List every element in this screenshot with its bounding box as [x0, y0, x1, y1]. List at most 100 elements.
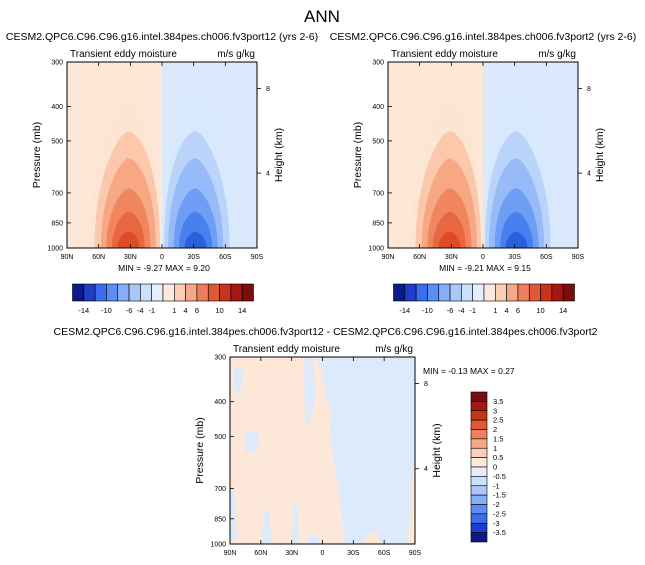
colorbar-box [106, 283, 119, 302]
x-tick-label: 90N [61, 254, 74, 261]
x-tick-label: 30S [187, 254, 200, 261]
colorbar-box [506, 283, 519, 302]
variable-label: Transient eddy moisture [391, 49, 498, 60]
colorbar-label: 6 [195, 306, 199, 315]
colorbar-label: 1 [493, 444, 497, 453]
colorbar-label: 2 [493, 425, 497, 434]
colorbar-label: -14 [78, 306, 89, 315]
y-tick-label: 700 [51, 190, 63, 197]
y-axis-label: Pressure (mb) [31, 122, 43, 189]
y-right-tick-label: 8 [587, 86, 591, 93]
colorbar-label: 6 [516, 306, 520, 315]
y-tick-label: 850 [372, 220, 384, 227]
colorbar-box [517, 283, 530, 302]
panel-title: CESM2.QPC6.C96.C96.g16.intel.384pes.ch00… [6, 31, 318, 43]
x-tick-label: 30N [285, 550, 298, 557]
positive-contour [438, 231, 461, 248]
colorbar-box [128, 283, 141, 302]
y-right-tick-label: 8 [266, 86, 270, 93]
y-tick-label: 400 [372, 104, 384, 111]
colorbar-box [472, 283, 485, 302]
colorbar-box [470, 522, 488, 533]
x-tick-label: 60N [254, 550, 267, 557]
colorbar-label: 1.5 [493, 434, 503, 443]
x-tick-label: 0 [160, 254, 164, 261]
colorbar-box [470, 410, 488, 421]
negative-contour [505, 231, 528, 248]
colorbar-label: -1 [493, 481, 500, 490]
colorbar-label: 4 [184, 306, 188, 315]
colorbar-box [483, 283, 496, 302]
min-max-stats: MIN = -0.13 MAX = 0.27 [423, 366, 515, 376]
colorbar-box [495, 283, 507, 302]
colorbar-label: -2.5 [493, 509, 506, 518]
x-tick-label: 90S [572, 254, 585, 261]
y-right-tick-label: 4 [424, 466, 428, 473]
units-label: m/s g/kg [217, 49, 255, 60]
colorbar-box [393, 283, 406, 302]
negative-contour [304, 357, 316, 425]
x-tick-label: 90N [224, 550, 237, 557]
colorbar-label: -10 [422, 306, 433, 315]
x-tick-label: 30S [508, 254, 521, 261]
x-tick-label: 30S [347, 550, 360, 557]
colorbar-label: 14 [238, 306, 246, 315]
positive-contour [117, 231, 140, 248]
x-tick-label: 30N [124, 254, 137, 261]
colorbar-box [162, 283, 175, 302]
colorbar-box [185, 283, 198, 302]
colorbar-box [83, 283, 96, 302]
colorbar-label: 2.5 [493, 416, 503, 425]
y-tick-label: 300 [214, 355, 226, 362]
negative-contour [230, 491, 237, 541]
colorbar-box [140, 283, 152, 302]
colorbar-box [470, 438, 488, 449]
y-tick-label: 300 [51, 60, 63, 67]
colorbar-box [528, 283, 541, 302]
units-label: m/s g/kg [375, 344, 413, 355]
x-tick-label: 30N [445, 254, 458, 261]
y-right-tick-label: 8 [424, 381, 428, 388]
y-right-axis-label: Height (km) [431, 423, 443, 477]
colorbar-box [415, 283, 428, 302]
variable-label: Transient eddy moisture [70, 49, 177, 60]
negative-contour [262, 510, 272, 544]
colorbar-label: -0.5 [493, 472, 506, 481]
colorbar-label: -14 [399, 306, 410, 315]
colorbar-box [241, 283, 254, 302]
colorbar-box [551, 283, 564, 302]
y-tick-label: 1000 [368, 246, 384, 253]
colorbar-box [470, 466, 488, 477]
negative-contour [244, 431, 259, 453]
y-tick-label: 700 [214, 486, 226, 493]
colorbar-box [470, 494, 488, 505]
colorbar-box [540, 283, 553, 302]
difference-colorbar: 3.532.521.510.50-0.5-1-1.5-2-2.5-3-3.5 [470, 391, 506, 543]
top-left-colorbar: -14 -10 -6 -4 -1 1 4 6 10 14 [72, 283, 254, 315]
colorbar-label: -3.5 [493, 528, 506, 537]
difference-panel: Transient eddy moisture m/s g/kg CESM2.QPC… [54, 326, 598, 557]
colorbar-label: -4 [137, 306, 144, 315]
x-tick-label: 60N [413, 254, 426, 261]
colorbar-box [470, 476, 488, 487]
colorbar-label: -4 [458, 306, 465, 315]
colorbar-label: 1 [493, 306, 497, 315]
min-max-stats: MIN = -9.27 MAX = 9.20 [118, 263, 210, 273]
colorbar-label: -1.5 [493, 491, 506, 500]
colorbar-box [470, 513, 488, 524]
panel-title: CESM2.QPC6.C96.C96.g16.intel.384pes.ch00… [330, 31, 636, 43]
colorbar-box [196, 283, 209, 302]
y-tick-label: 400 [214, 399, 226, 406]
y-right-axis-label: Height (km) [273, 128, 285, 182]
y-right-axis-label: Height (km) [594, 128, 606, 182]
y-tick-label: 300 [372, 60, 384, 67]
y-tick-label: 1000 [210, 542, 226, 549]
x-tick-label: 60S [378, 550, 391, 557]
colorbar-box [470, 532, 488, 543]
y-right-tick-label: 4 [587, 171, 591, 178]
colorbar-label: 10 [536, 306, 544, 315]
y-axis-label: Pressure (mb) [194, 417, 206, 484]
y-tick-label: 850 [51, 220, 63, 227]
negative-contour [307, 536, 320, 544]
